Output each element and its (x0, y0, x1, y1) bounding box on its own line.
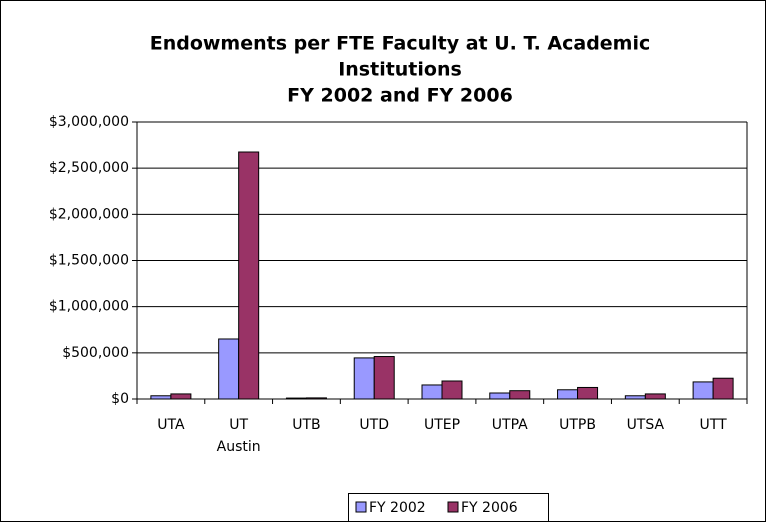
legend-swatch (447, 501, 459, 513)
y-tick-label: $0 (111, 391, 129, 407)
legend-label: FY 2006 (461, 500, 518, 516)
y-tick-label: $500,000 (62, 345, 129, 361)
y-tick-label: $2,000,000 (49, 206, 129, 222)
bar (353, 357, 375, 400)
legend-swatch (355, 501, 367, 513)
bar (441, 380, 463, 400)
x-tick-label: UTPA (492, 417, 528, 433)
bar (489, 392, 511, 400)
x-tick-label: UT Austin (217, 417, 261, 455)
legend: FY 2002 FY 2006 (348, 493, 549, 522)
bar (644, 393, 666, 400)
chart-title: FY 2002 and FY 2006 (287, 85, 513, 107)
bar (170, 393, 192, 400)
chart-title: Endowments per FTE Faculty at U. T. Acad… (150, 33, 651, 55)
x-tick-label: UTT (700, 417, 728, 433)
bar (218, 338, 240, 400)
y-tick-label: $1,000,000 (49, 299, 129, 315)
bar (577, 386, 599, 400)
bar (712, 377, 734, 400)
x-tick-label: UTEP (424, 417, 460, 433)
bar (238, 151, 260, 400)
x-tick-label: UTD (359, 417, 389, 433)
y-tick-label: $3,000,000 (49, 114, 129, 130)
bar (692, 381, 714, 400)
x-tick-label: UTSA (627, 417, 665, 433)
legend-label: FY 2002 (369, 500, 426, 516)
x-tick-label: UTPB (559, 417, 596, 433)
y-tick-label: $1,500,000 (49, 253, 129, 269)
bar (421, 384, 443, 400)
x-tick-label: UTB (292, 417, 320, 433)
bar (373, 356, 395, 400)
bar (509, 390, 531, 400)
y-tick-label: $2,500,000 (49, 160, 129, 176)
chart-title: Institutions (338, 59, 462, 81)
x-tick-label: UTA (157, 417, 185, 433)
bar (557, 389, 579, 400)
